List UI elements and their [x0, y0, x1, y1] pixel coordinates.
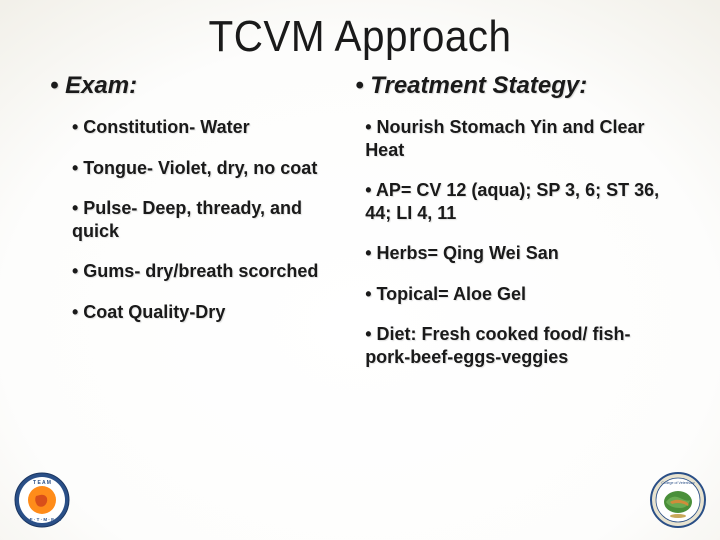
- exam-bullet: • Pulse- Deep, thready, and quick: [72, 197, 335, 242]
- slide: TCVM Approach • Exam: • Constitution- Wa…: [0, 0, 720, 540]
- svg-text:T E A M: T E A M: [33, 480, 51, 486]
- treatment-header: • Treatment Stategy:: [355, 72, 665, 100]
- vet-college-logo-icon: College of Veterinary: [650, 472, 706, 528]
- exam-header: • Exam:: [50, 72, 335, 100]
- treatment-bullet: • Diet: Fresh cooked food/ fish-pork-bee…: [365, 323, 665, 368]
- exam-bullet: • Gums- dry/breath scorched: [72, 260, 335, 283]
- treatment-bullet: • Topical= Aloe Gel: [365, 283, 665, 306]
- svg-text:V · E · T · M · E · D: V · E · T · M · E · D: [23, 517, 62, 522]
- svg-text:College of Veterinary: College of Veterinary: [661, 481, 695, 485]
- treatment-column: • Treatment Stategy: • Nourish Stomach Y…: [355, 72, 665, 386]
- treatment-bullet: • AP= CV 12 (aqua); SP 3, 6; ST 36, 44; …: [365, 179, 665, 224]
- treatment-bullet: • Herbs= Qing Wei San: [365, 242, 665, 265]
- exam-bullet: • Coat Quality-Dry: [72, 301, 335, 324]
- slide-title: TCVM Approach: [66, 12, 655, 62]
- exam-bullet: • Tongue- Violet, dry, no coat: [72, 157, 335, 180]
- treatment-bullet: • Nourish Stomach Yin and Clear Heat: [365, 116, 665, 161]
- exam-column: • Exam: • Constitution- Water • Tongue- …: [50, 72, 335, 386]
- exam-bullet: • Constitution- Water: [72, 116, 335, 139]
- content-columns: • Exam: • Constitution- Water • Tongue- …: [40, 72, 680, 386]
- team-logo-icon: T E A M V · E · T · M · E · D: [14, 472, 70, 528]
